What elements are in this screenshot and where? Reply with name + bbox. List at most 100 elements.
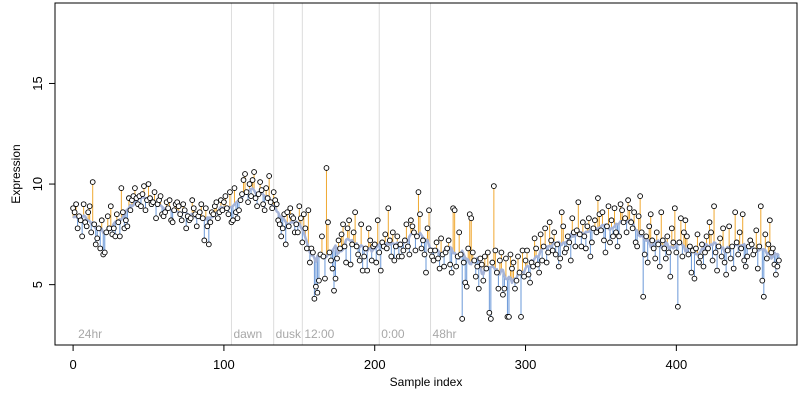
data-point bbox=[662, 255, 669, 262]
data-point bbox=[543, 259, 550, 266]
x-tick-label: 100 bbox=[213, 357, 235, 372]
data-point bbox=[435, 255, 441, 262]
data-point bbox=[491, 183, 497, 189]
data-point bbox=[171, 207, 177, 214]
data-point bbox=[678, 215, 684, 222]
data-point bbox=[438, 235, 444, 242]
data-point bbox=[166, 197, 173, 204]
data-point bbox=[120, 209, 126, 216]
data-point bbox=[587, 253, 594, 260]
data-point bbox=[323, 165, 330, 171]
data-point bbox=[332, 275, 339, 282]
data-point bbox=[202, 205, 209, 212]
data-point bbox=[74, 225, 81, 232]
data-point bbox=[637, 193, 644, 199]
data-point bbox=[225, 211, 232, 218]
plot-frame bbox=[54, 2, 798, 346]
data-point bbox=[593, 229, 600, 236]
data-point bbox=[484, 249, 491, 256]
data-point bbox=[477, 255, 484, 262]
y-tick-label: 5 bbox=[30, 281, 45, 288]
data-point bbox=[255, 191, 262, 197]
data-point bbox=[337, 245, 343, 252]
data-point bbox=[299, 239, 306, 246]
data-point bbox=[599, 209, 606, 216]
data-point bbox=[213, 199, 220, 206]
data-point bbox=[539, 257, 545, 264]
data-point bbox=[346, 217, 352, 224]
data-point bbox=[246, 181, 253, 187]
data-point bbox=[290, 215, 297, 222]
data-point bbox=[700, 263, 707, 270]
data-point bbox=[735, 251, 742, 258]
data-point bbox=[101, 249, 108, 256]
data-point bbox=[512, 285, 518, 292]
data-point bbox=[418, 245, 425, 252]
data-point bbox=[451, 207, 458, 214]
data-point bbox=[261, 207, 268, 214]
data-point bbox=[196, 209, 203, 216]
data-point bbox=[325, 219, 331, 226]
data-point bbox=[694, 231, 701, 238]
data-point bbox=[702, 249, 708, 256]
data-point bbox=[545, 249, 552, 256]
data-point bbox=[113, 211, 120, 218]
data-point bbox=[448, 269, 455, 276]
data-point bbox=[655, 241, 662, 248]
data-point bbox=[762, 231, 769, 238]
data-point bbox=[525, 271, 532, 278]
data-point bbox=[219, 207, 226, 214]
data-point bbox=[287, 205, 294, 212]
data-points bbox=[70, 165, 782, 322]
data-point bbox=[314, 289, 321, 296]
x-axis: 0 100 200 300 400 bbox=[69, 344, 687, 372]
data-point bbox=[503, 255, 509, 262]
marker-label: 48hr bbox=[433, 327, 457, 341]
data-point bbox=[608, 217, 615, 224]
data-point bbox=[371, 241, 378, 248]
data-point bbox=[614, 243, 621, 250]
data-point bbox=[329, 265, 336, 272]
data-point bbox=[334, 255, 340, 262]
data-point bbox=[765, 241, 772, 248]
data-point bbox=[739, 211, 746, 218]
data-point bbox=[592, 217, 598, 224]
data-point bbox=[355, 251, 361, 258]
data-point bbox=[516, 269, 523, 276]
data-point bbox=[142, 207, 149, 214]
data-point bbox=[721, 259, 728, 266]
x-tick-label: 200 bbox=[364, 357, 386, 372]
data-point bbox=[586, 215, 592, 222]
data-point bbox=[726, 223, 732, 230]
data-point bbox=[239, 191, 245, 197]
data-point bbox=[335, 237, 342, 244]
data-point bbox=[353, 243, 360, 250]
data-point bbox=[732, 209, 739, 216]
data-point bbox=[754, 265, 761, 272]
data-point bbox=[510, 259, 517, 266]
data-point bbox=[706, 219, 713, 226]
data-point bbox=[411, 229, 417, 236]
data-point bbox=[604, 223, 610, 230]
data-point bbox=[646, 223, 653, 230]
data-point bbox=[118, 185, 125, 191]
data-point bbox=[402, 237, 408, 244]
data-point bbox=[487, 315, 494, 322]
data-point bbox=[727, 255, 734, 262]
data-point bbox=[742, 263, 749, 270]
data-point bbox=[751, 247, 758, 254]
data-point bbox=[573, 227, 580, 234]
data-point bbox=[302, 225, 309, 232]
data-point bbox=[350, 229, 357, 236]
data-point bbox=[389, 229, 396, 236]
data-point bbox=[665, 249, 672, 256]
data-point bbox=[471, 257, 478, 264]
data-point bbox=[397, 241, 404, 248]
data-point bbox=[297, 215, 304, 222]
data-point bbox=[347, 261, 354, 268]
data-point bbox=[115, 219, 122, 226]
data-point bbox=[537, 231, 544, 238]
data-point bbox=[472, 273, 479, 280]
data-point bbox=[331, 287, 337, 294]
